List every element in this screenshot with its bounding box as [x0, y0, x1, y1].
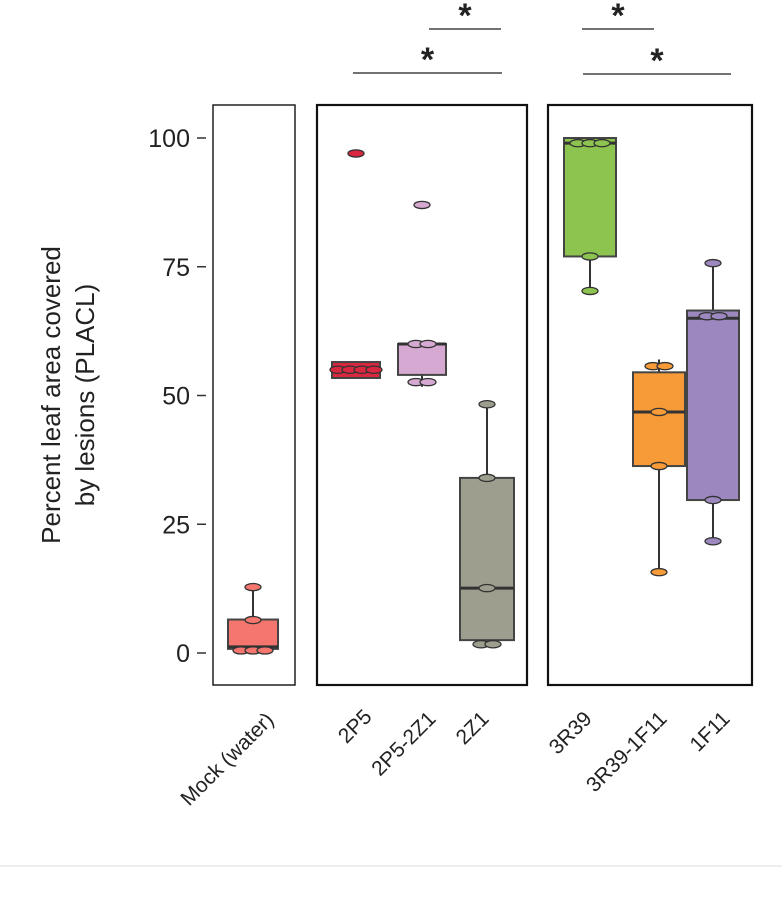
- box: [459, 476, 515, 642]
- y-tick-label: 100: [148, 125, 190, 153]
- data-point: [244, 615, 262, 625]
- data-point: [704, 495, 722, 505]
- y-axis-title-line1: Percent leaf area covered: [36, 246, 66, 544]
- y-tick-label: 75: [162, 254, 190, 282]
- box-group: [459, 400, 515, 649]
- box-group: [563, 137, 617, 296]
- x-tick-label: 3R39: [545, 707, 597, 759]
- box-group: [397, 200, 447, 387]
- data-point: [478, 583, 496, 593]
- data-point: [478, 400, 496, 409]
- significance-star: *: [611, 0, 625, 35]
- y-tick-label: 25: [162, 511, 190, 539]
- data-point: [413, 200, 431, 210]
- significance-star: *: [458, 0, 472, 35]
- x-tick-label: 2P5: [334, 705, 377, 748]
- panels: [212, 103, 754, 687]
- data-point: [581, 252, 599, 261]
- data-point: [419, 377, 437, 387]
- significance-star: *: [421, 41, 435, 79]
- x-tick-label: 3R39-1F11: [582, 707, 671, 796]
- data-point: [419, 339, 437, 349]
- data-point: [244, 582, 262, 592]
- data-point: [581, 286, 599, 296]
- data-point: [650, 407, 668, 417]
- y-axis-title: Percent leaf area covered by lesions (PL…: [36, 246, 100, 544]
- data-point: [710, 311, 728, 321]
- x-tick-label: 2Z1: [452, 707, 494, 749]
- x-tick-label: 2P5-2Z1: [367, 707, 440, 780]
- data-point: [704, 258, 722, 268]
- y-axis: 0 25 50 75 100: [148, 125, 206, 668]
- data-point: [704, 536, 722, 546]
- box: [563, 137, 617, 258]
- box: [686, 309, 740, 502]
- significance-star: *: [650, 42, 664, 80]
- box-group: [632, 359, 686, 577]
- box-group: [329, 149, 383, 379]
- box: [397, 343, 447, 376]
- x-tick-label: Mock (water): [176, 708, 278, 810]
- data-point: [593, 138, 611, 148]
- data-point: [484, 639, 502, 649]
- data-point: [650, 567, 668, 577]
- data-point: [478, 473, 496, 483]
- box-group: [227, 582, 279, 655]
- data-point: [365, 365, 383, 374]
- data-point: [656, 361, 674, 371]
- y-tick-label: 0: [176, 640, 190, 668]
- facet-panel: [212, 104, 296, 686]
- facet-panel: [546, 103, 754, 687]
- facet-panel: [315, 103, 529, 687]
- box: [632, 371, 686, 468]
- data-point: [256, 646, 274, 655]
- y-tick-label: 50: [162, 383, 190, 411]
- significance-brackets: * * * *: [353, 0, 731, 80]
- x-tick-label: 1F11: [686, 707, 735, 756]
- data-point: [347, 149, 365, 158]
- boxes: [227, 137, 740, 655]
- data-point: [650, 461, 668, 471]
- box-group: [686, 258, 740, 546]
- y-axis-title-line2: by lesions (PLACL): [70, 284, 100, 507]
